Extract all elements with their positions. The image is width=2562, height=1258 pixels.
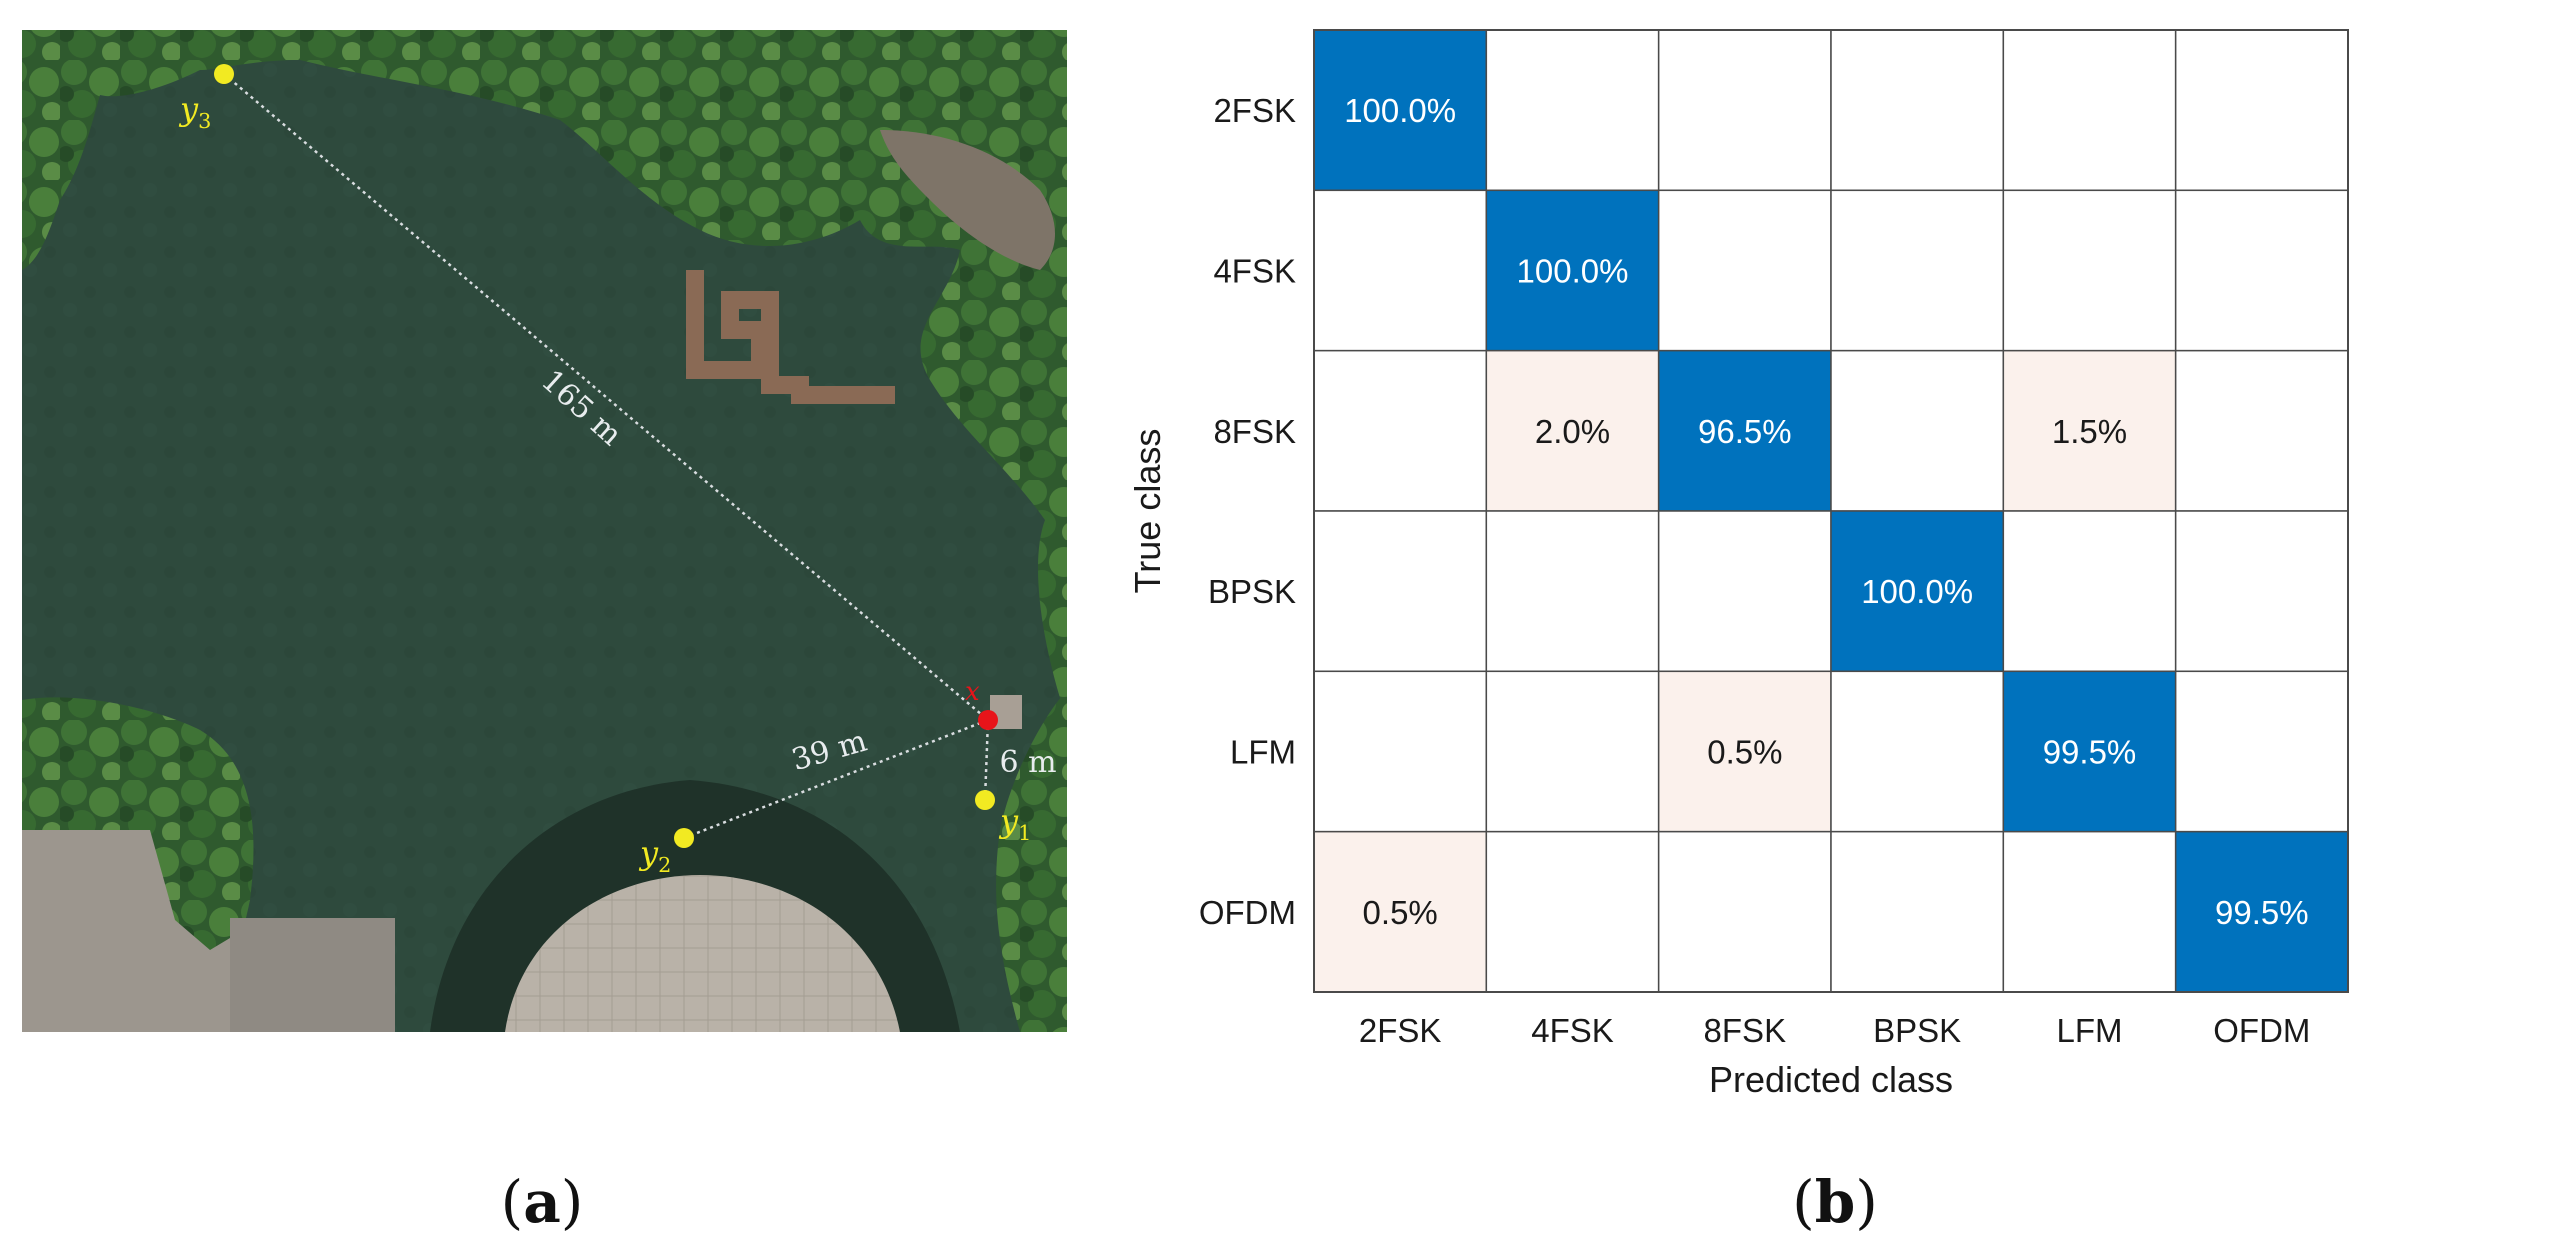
receiver-point-y2	[674, 828, 694, 848]
y-tick-label: 2FSK	[1213, 92, 1296, 129]
matrix-cell	[1830, 510, 2005, 673]
x-axis-label: Predicted class	[1709, 1059, 1953, 1100]
y-tick-label: BPSK	[1208, 573, 1296, 610]
matrix-cell	[1485, 189, 1660, 352]
matrix-cell	[1485, 349, 1660, 512]
matrix-cell	[1830, 29, 2005, 192]
cell-value-label: 100.0%	[1861, 573, 1973, 610]
cell-value-label: 99.5%	[2215, 894, 2309, 931]
matrix-cell	[1657, 29, 1832, 192]
source-label-x: x	[965, 677, 980, 707]
cell-value-label: 2.0%	[1535, 413, 1610, 450]
source-point-x	[978, 710, 998, 730]
matrix-cell	[1485, 830, 1660, 993]
cell-value-label: 1.5%	[2052, 413, 2127, 450]
matrix-cell	[1313, 189, 1488, 352]
distance-line-165m	[223, 73, 989, 721]
matrix-cell	[2174, 29, 2349, 192]
x-tick-label: 8FSK	[1704, 1012, 1787, 1049]
plaza-path	[230, 918, 395, 1032]
matrix-cell	[1313, 670, 1488, 833]
receiver-label-y2: y2	[638, 834, 671, 877]
x-tick-label: OFDM	[2213, 1012, 2310, 1049]
y-tick-label: OFDM	[1199, 894, 1296, 931]
x-tick-label: 2FSK	[1359, 1012, 1442, 1049]
tree-canopy-top	[22, 30, 1067, 720]
aerial-map-panel	[22, 30, 1067, 1032]
matrix-cell	[2002, 349, 2177, 512]
matrix-cell	[2002, 670, 2177, 833]
distance-label-6m: 6 m	[999, 745, 1056, 780]
confusion-matrix: 100.0% 100.0% 2.0% 96.5% 1.5% 100.0% 0.5% 99.5%…	[1127, 29, 2349, 1100]
y-tick-label: 4FSK	[1213, 253, 1296, 290]
matrix-cell	[2174, 830, 2349, 993]
receiver-point-y3	[214, 64, 234, 84]
matrix-border	[1313, 29, 2349, 993]
receiver-point-y1	[975, 790, 995, 810]
matrix-cell	[2002, 510, 2177, 673]
matrix-cell	[1485, 29, 1660, 192]
x-tick-label: 4FSK	[1531, 1012, 1614, 1049]
round-building	[505, 875, 900, 1032]
y-axis-label: True class	[1127, 429, 1168, 594]
cell-value-label: 99.5%	[2043, 734, 2137, 771]
matrix-cell	[1830, 349, 2005, 512]
matrix-cell	[1830, 670, 2005, 833]
matrix-cell	[2174, 510, 2349, 673]
matrix-cell	[1657, 510, 1832, 673]
matrix-cell	[1830, 830, 2005, 993]
y-tick-label: LFM	[1230, 734, 1296, 771]
matrix-cell	[1313, 510, 1488, 673]
matrix-cell	[1657, 830, 1832, 993]
matrix-cell	[1485, 670, 1660, 833]
matrix-cell	[1830, 189, 2005, 352]
matrix-cell	[1657, 670, 1832, 833]
cell-value-label: 0.5%	[1363, 894, 1438, 931]
matrix-cell	[2002, 29, 2177, 192]
panel-b-label: (b)	[1792, 1168, 1878, 1236]
cell-value-label: 100.0%	[1344, 92, 1456, 129]
y-tick-label: 8FSK	[1213, 413, 1296, 450]
matrix-cell	[2002, 830, 2177, 993]
receiver-label-y3: y3	[178, 90, 211, 133]
matrix-cell	[1313, 349, 1488, 512]
matrix-cell	[2002, 189, 2177, 352]
cell-value-label: 100.0%	[1517, 253, 1629, 290]
matrix-cell	[2174, 670, 2349, 833]
matrix-cell	[1657, 189, 1832, 352]
receiver-label-y1: y1	[998, 802, 1031, 845]
panel-a-label: (a)	[501, 1168, 584, 1236]
matrix-cell	[2174, 189, 2349, 352]
distance-line-39m	[683, 718, 989, 840]
cell-value-label: 96.5%	[1698, 413, 1792, 450]
matrix-cell	[2174, 349, 2349, 512]
x-tick-label: BPSK	[1873, 1012, 1961, 1049]
boardwalk	[686, 270, 895, 404]
tree-canopy-right	[996, 690, 1067, 1032]
matrix-cell	[1313, 830, 1488, 993]
cell-value-label: 0.5%	[1707, 734, 1782, 771]
x-tick-label: LFM	[2057, 1012, 2123, 1049]
dock-structure	[880, 130, 1055, 270]
matrix-cell	[1485, 510, 1660, 673]
